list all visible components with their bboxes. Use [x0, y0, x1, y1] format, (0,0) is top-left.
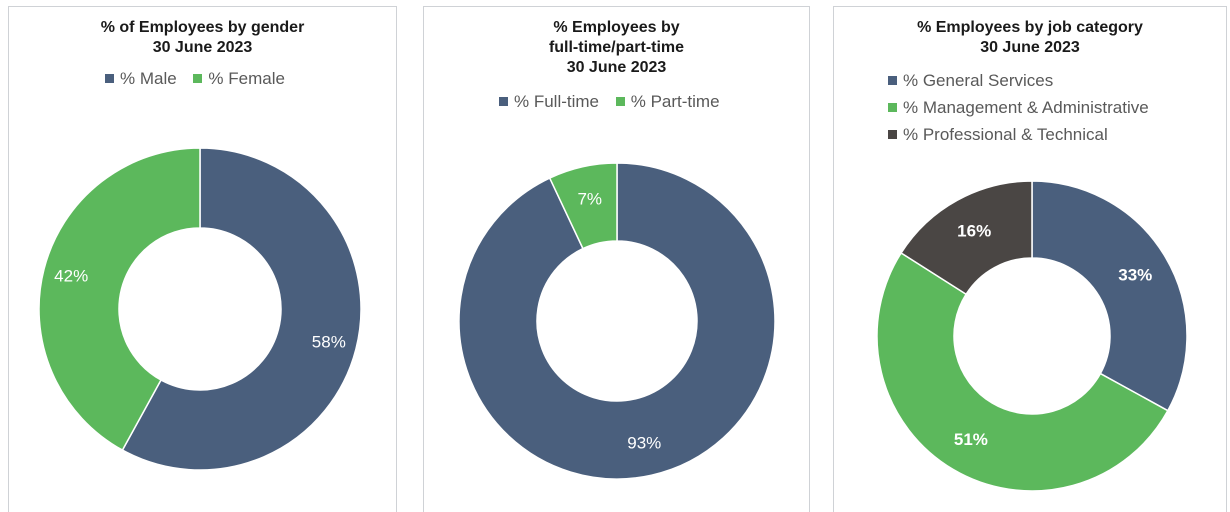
legend-swatch — [888, 76, 897, 85]
legend-item-full-time: % Full-time — [499, 92, 599, 112]
gender-chart-panel: % of Employees by gender 30 June 2023 % … — [8, 6, 397, 512]
donut-slice-full-time — [458, 162, 776, 480]
fulltime-parttime-chart-panel: % Employees by full-time/part-time 30 Ju… — [423, 6, 810, 512]
data-label: 51% — [954, 430, 988, 449]
legend-item-management-administrative: % Management & Administrative — [888, 97, 1149, 118]
legend-label: % Professional & Technical — [903, 125, 1108, 144]
legend-item-general-services: % General Services — [888, 70, 1149, 91]
data-label: 42% — [54, 266, 88, 285]
legend-swatch — [105, 74, 114, 83]
chart-title: % of Employees by gender 30 June 2023 — [9, 18, 396, 58]
donut-slice-professional-technical — [900, 180, 1033, 296]
legend-swatch — [193, 74, 203, 83]
chart-title: % Employees by full-time/part-time 30 Ju… — [424, 18, 809, 78]
chart-title-line: % Employees by — [553, 19, 680, 36]
legend-item-female: % Female — [193, 69, 285, 89]
donut-slice-general-services — [1031, 180, 1188, 412]
chart-title-line: % Employees by job category — [917, 19, 1143, 36]
data-label: 58% — [312, 333, 346, 352]
chart-legend: % Full-time % Part-time — [499, 91, 732, 112]
legend-item-male: % Male — [105, 69, 177, 89]
legend-label: % Management & Administrative — [903, 98, 1149, 117]
chart-title: % Employees by job category 30 June 2023 — [834, 18, 1226, 58]
legend-swatch — [499, 97, 508, 106]
data-label: 7% — [577, 190, 602, 209]
donut-slice-male — [121, 147, 362, 471]
chart-title-line-2: full-time/part-time — [548, 39, 685, 56]
donut-slice-female — [38, 147, 201, 452]
chart-subtitle: 30 June 2023 — [980, 39, 1080, 56]
legend-label: % Female — [208, 68, 285, 88]
chart-subtitle: 30 June 2023 — [152, 39, 253, 56]
chart-subtitle: 30 June 2023 — [566, 59, 667, 76]
donut-slice-part-time — [548, 162, 618, 250]
legend-swatch — [615, 97, 625, 106]
data-label: 93% — [627, 433, 661, 452]
job-category-chart-panel: % Employees by job category 30 June 2023… — [833, 6, 1227, 512]
data-label: 16% — [957, 221, 991, 240]
chart-legend: % Male % Female — [105, 68, 297, 89]
legend-swatch — [888, 130, 897, 139]
legend-item-part-time: % Part-time — [615, 91, 720, 112]
gender-donut-chart: 58% 42% — [38, 147, 362, 471]
legend-item-professional-technical: % Professional & Technical — [888, 124, 1149, 145]
chart-legend: % General Services % Management & Admini… — [888, 70, 1161, 151]
data-label: 33% — [1118, 265, 1152, 284]
donut-slice-management-administrative — [876, 251, 1169, 492]
fulltime-parttime-donut-chart: 93% 7% — [458, 162, 776, 480]
legend-label: % Male — [120, 68, 177, 88]
legend-swatch — [888, 103, 897, 112]
legend-label: % Full-time — [514, 91, 600, 111]
legend-label: % General Services — [903, 71, 1054, 90]
job-category-donut-chart: 33% 51% 16% — [876, 180, 1188, 492]
legend-label: % Part-time — [630, 91, 720, 111]
chart-title-line: % of Employees by gender — [100, 19, 305, 36]
